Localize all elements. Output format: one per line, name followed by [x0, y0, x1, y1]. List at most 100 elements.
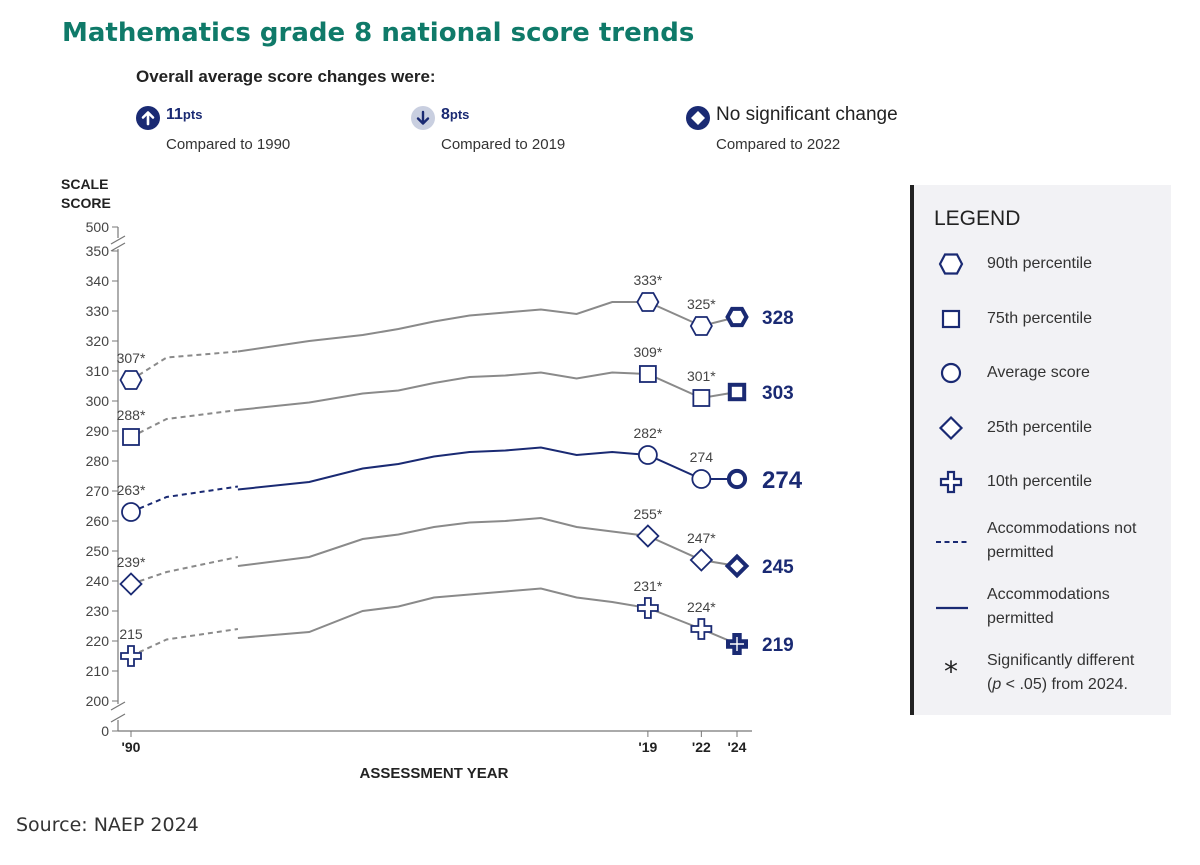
- y-tick-label: 250: [86, 543, 110, 559]
- data-label: 288*: [117, 407, 146, 423]
- change-comparison: Compared to 2019: [441, 136, 566, 153]
- y-axis-title-line2: SCORE: [61, 195, 111, 211]
- change-value: No significant change: [716, 104, 898, 125]
- y-tick-label: 220: [86, 633, 110, 649]
- x-axis-title: ASSESSMENT YEAR: [360, 765, 509, 782]
- cross-marker: [120, 645, 142, 667]
- legend-label: 10th percentile: [987, 473, 1092, 490]
- diamond-marker: [119, 572, 143, 596]
- final-value-label: 219: [762, 635, 794, 656]
- data-label: 301*: [687, 368, 716, 384]
- hexagon-marker-2024: [725, 306, 749, 328]
- y-tick-label: 0: [101, 723, 109, 739]
- square-marker: [692, 389, 711, 407]
- y-tick-label: 290: [86, 423, 110, 439]
- data-label: 274: [690, 449, 714, 465]
- y-tick-label: 210: [86, 663, 110, 679]
- legend-label: Accommodations permitted: [987, 586, 1110, 627]
- y-tick-label: 310: [86, 363, 110, 379]
- hexagon-marker: [636, 292, 660, 312]
- diamond-marker-2024: [724, 553, 750, 579]
- asterisk-icon: *: [944, 655, 958, 686]
- data-label: 263*: [117, 482, 146, 498]
- data-label: 224*: [687, 599, 716, 615]
- no-change-diamond-icon: [686, 106, 710, 130]
- circle-icon: [940, 362, 962, 384]
- series-25th-percentile: 239* 255* 247* 245: [117, 506, 794, 596]
- cross-marker: [690, 618, 713, 640]
- square-marker-2024: [727, 382, 747, 402]
- hexagon-icon: [938, 253, 964, 275]
- y-tick-label: 200: [86, 693, 110, 709]
- y-tick-label: 240: [86, 573, 110, 589]
- axis-break-mark: [110, 235, 126, 245]
- change-value: 11pts: [166, 106, 203, 123]
- dashed-segment: [130, 485, 239, 513]
- axis-break-mark: [110, 701, 126, 711]
- square-marker: [638, 365, 657, 383]
- data-label: 255*: [633, 506, 662, 522]
- score-trend-chart: SCALE SCORE 0 200 210 220 230 240 250 260 270 280…: [61, 176, 803, 782]
- cross-icon: [939, 470, 963, 494]
- arrow-down-icon: [411, 106, 435, 130]
- circle-marker: [637, 445, 658, 465]
- data-label: 325*: [687, 296, 716, 312]
- score-changes-heading: Overall average score changes were:: [136, 67, 436, 86]
- square-marker: [122, 428, 140, 446]
- cross-marker: [636, 597, 659, 619]
- cross-marker-2024: [726, 633, 748, 655]
- square-icon: [941, 309, 961, 329]
- y-tick-label: 350: [86, 243, 110, 259]
- dashed-segment: [130, 409, 239, 438]
- series-75th-percentile: 288* 309* 301* 303: [117, 344, 794, 446]
- solid-segment: [237, 516, 738, 567]
- legend-label: Accommodations not permitted: [987, 520, 1137, 561]
- circle-marker: [691, 469, 712, 489]
- series-average-score: 263* 282* 274 274: [117, 425, 803, 522]
- axis-break-mark: [110, 242, 126, 252]
- data-label: 282*: [633, 425, 662, 441]
- y-tick-label: 320: [86, 333, 110, 349]
- solid-segment: [237, 587, 738, 645]
- dashed-line-icon: [936, 541, 968, 543]
- hexagon-marker: [119, 370, 143, 390]
- x-tick-label: '19: [638, 739, 657, 755]
- legend-label: Average score: [987, 364, 1090, 381]
- axis-break-mark: [110, 713, 126, 723]
- y-tick-label: 340: [86, 273, 110, 289]
- circle-marker: [121, 502, 141, 522]
- series-10th-percentile: 215 231* 224* 219: [119, 578, 794, 667]
- legend-label: 25th percentile: [987, 419, 1092, 436]
- diamond-marker: [636, 524, 660, 548]
- legend-label: Significantly different (p < .05) from 20…: [987, 652, 1135, 693]
- chart-axes: 0 200 210 220 230 240 250 260 270 280 290 300 310 320…: [86, 219, 752, 755]
- source-note: Source: NAEP 2024: [16, 814, 199, 836]
- data-label: 247*: [687, 530, 716, 546]
- circle-marker-2024: [726, 468, 748, 490]
- final-value-label: 328: [762, 308, 794, 329]
- y-tick-label: 300: [86, 393, 110, 409]
- y-tick-label: 260: [86, 513, 110, 529]
- dashed-segment: [130, 628, 239, 657]
- final-value-label: 274: [762, 467, 803, 494]
- x-tick-label: '90: [122, 739, 141, 755]
- solid-segment: [237, 371, 738, 411]
- change-comparison: Compared to 2022: [716, 136, 841, 153]
- series-90th-percentile: 307* 333* 325* 328: [117, 272, 794, 390]
- y-axis-title-line1: SCALE: [61, 176, 108, 192]
- solid-line-icon: [936, 606, 968, 610]
- y-tick-label: 500: [86, 219, 110, 235]
- legend: LEGEND 90th percentile 75th percentile A…: [910, 185, 1171, 715]
- y-tick-label: 270: [86, 483, 110, 499]
- final-value-label: 245: [762, 557, 794, 578]
- diamond-icon: [938, 415, 964, 441]
- y-tick-label: 230: [86, 603, 110, 619]
- data-label: 307*: [117, 350, 146, 366]
- svg-text:*: *: [944, 655, 958, 686]
- legend-label: 75th percentile: [987, 310, 1092, 327]
- data-label: 231*: [633, 578, 662, 594]
- change-value: 8pts: [441, 106, 470, 123]
- solid-segment: [237, 446, 737, 491]
- legend-label: 90th percentile: [987, 255, 1092, 272]
- y-tick-label: 280: [86, 453, 110, 469]
